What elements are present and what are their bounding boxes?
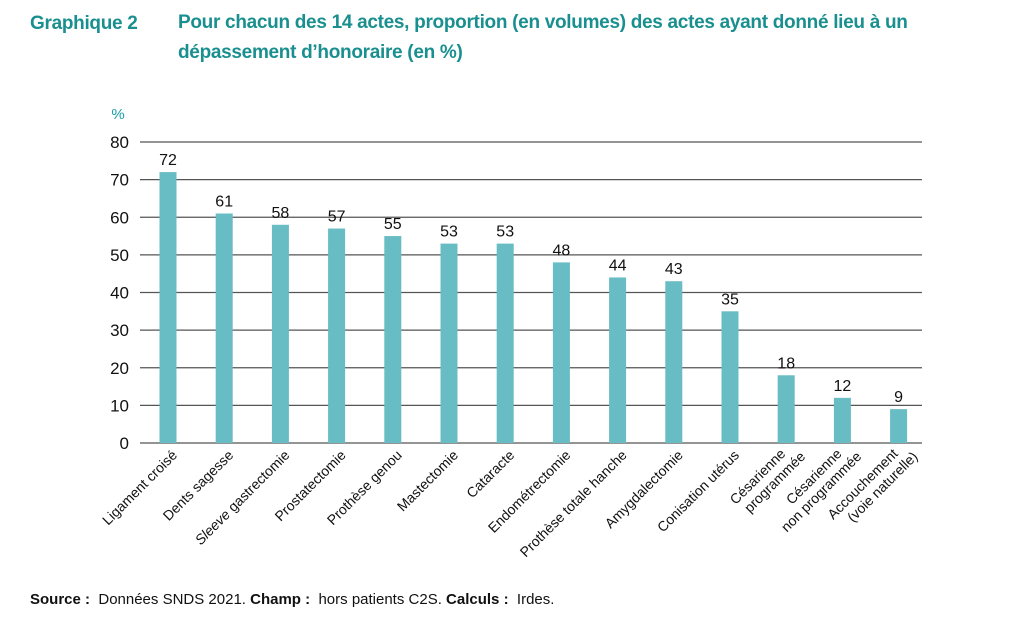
bar — [159, 172, 177, 443]
x-tick-label-line: Prothèse totale hanche — [517, 447, 630, 560]
bar — [777, 375, 795, 443]
bar — [215, 213, 233, 443]
data-label: 9 — [894, 389, 903, 406]
figure-label: Graphique 2 — [30, 13, 138, 34]
bar — [440, 243, 458, 443]
bar — [328, 228, 346, 443]
data-label: 58 — [272, 205, 290, 222]
x-tick-label: Sleeve gastrectomie — [192, 447, 293, 548]
bar — [384, 236, 402, 443]
bar — [721, 311, 739, 443]
y-tick-label: 80 — [110, 133, 129, 152]
data-label: 18 — [777, 355, 795, 372]
y-tick-label: 30 — [110, 321, 129, 340]
data-label: 53 — [440, 224, 458, 241]
calculs-value: Irdes. — [516, 591, 555, 608]
x-tick-label: Mastectomie — [394, 447, 462, 515]
data-label: 53 — [496, 224, 514, 241]
y-tick-label: 20 — [110, 359, 129, 378]
x-tick-label: Prothèse totale hanche — [517, 447, 630, 560]
data-label: 61 — [215, 193, 233, 210]
source-value: Données SNDS 2021. — [98, 591, 246, 608]
bar — [271, 224, 289, 443]
x-tick-label: Cataracte — [463, 447, 517, 501]
bar — [833, 397, 851, 443]
champ-value: hors patients C2S. — [318, 591, 442, 608]
y-tick-label: 50 — [110, 246, 129, 265]
data-label: 35 — [721, 291, 739, 308]
x-tick-label-line: Sleeve gastrectomie — [192, 447, 293, 548]
x-tick-label-line: Mastectomie — [394, 447, 462, 515]
bar — [665, 281, 683, 443]
data-label: 48 — [553, 242, 571, 259]
source-label: Source : — [30, 591, 91, 608]
champ-label: Champ : — [250, 591, 311, 608]
data-label: 72 — [159, 152, 177, 169]
chart-footer: Source : Données SNDS 2021. Champ : hors… — [30, 591, 554, 608]
bar — [890, 409, 908, 443]
y-tick-label: 0 — [120, 434, 129, 453]
chart-title: Pour chacun des 14 actes, proportion (en… — [178, 12, 908, 63]
calculs-label: Calculs : — [446, 591, 509, 608]
bar — [552, 262, 570, 443]
data-label: 12 — [834, 378, 852, 395]
y-axis-unit: % — [111, 106, 124, 123]
y-tick-label: 70 — [110, 171, 129, 190]
y-tick-label: 10 — [110, 396, 129, 415]
data-label: 43 — [665, 261, 683, 278]
y-tick-label: 60 — [110, 208, 129, 227]
data-label: 44 — [609, 257, 627, 274]
x-tick-label-line: Cataracte — [463, 447, 517, 501]
bar — [609, 277, 627, 443]
data-label: 57 — [328, 209, 346, 226]
y-tick-label: 40 — [110, 284, 129, 303]
data-label: 55 — [384, 216, 402, 233]
bar — [496, 243, 514, 443]
